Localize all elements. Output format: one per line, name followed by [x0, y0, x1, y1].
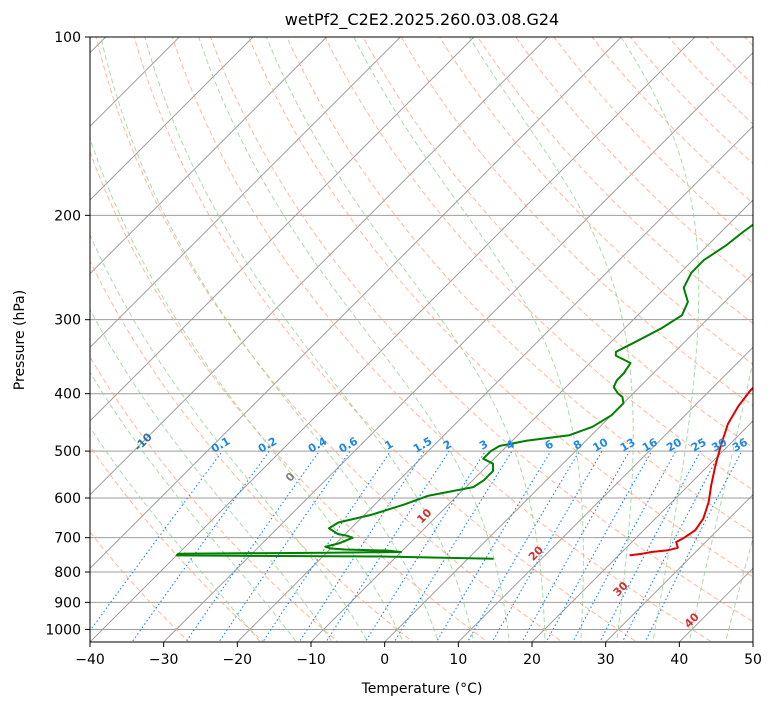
isotherm-line: [310, 199, 753, 642]
y-tick-label-1: 200: [54, 208, 81, 224]
x-tick-label-2: −20: [223, 652, 253, 668]
mixing-ratio-line-13: [545, 450, 653, 642]
dry-adiabat-line: [171, 37, 713, 642]
isotherm-line: [90, 37, 254, 201]
background-lines: [90, 37, 753, 642]
x-tick-label-5: 10: [449, 652, 467, 668]
mixing-ratio-line-4: [262, 450, 392, 642]
y-axis: 100 200 300 400 500 600 700 800 900 1000: [45, 30, 90, 638]
moist-adiabat-line: [100, 37, 440, 642]
dry-adiabat-line: [286, 37, 753, 534]
moist-adiabat-line: [90, 426, 261, 642]
isotherm-line: [383, 272, 753, 642]
y-tick-label-8: 900: [54, 595, 81, 611]
moist-adiabat-line: [725, 536, 753, 642]
x-tick-label-8: 40: [670, 652, 688, 668]
moist-adiabat-line: [90, 308, 333, 642]
isotherm-line: [604, 493, 753, 642]
dry-adiabat-line: [133, 37, 638, 642]
dry-adiabat-line: [90, 445, 265, 642]
dry-adiabat-line: [90, 259, 414, 642]
isotherm-line: [236, 125, 753, 642]
moist-adiabat-line: [90, 233, 369, 642]
dry-adiabat-line: [400, 37, 753, 407]
y-tick-label-6: 700: [54, 531, 81, 547]
dry-adiabat-line: [362, 37, 753, 449]
temperature-profile: [629, 386, 753, 557]
isotherm-line: [90, 37, 475, 422]
dry-adiabat-line: [248, 37, 753, 578]
y-tick-label-3: 400: [54, 387, 81, 403]
dry-adiabat-line: [324, 37, 753, 491]
isotherm-line: [162, 51, 753, 642]
x-tick-label-9: 50: [744, 652, 762, 668]
mixing-ratio-line-10: [466, 450, 580, 642]
mixing-ratio-line-5: [298, 450, 425, 642]
y-tick-label-5: 600: [54, 491, 81, 507]
isotherm-line: [90, 37, 696, 642]
dry-adiabat-line: [95, 37, 564, 642]
moist-adiabat-line: [688, 358, 753, 642]
isotherm-line: [457, 346, 753, 642]
y-tick-label-4: 500: [54, 444, 81, 460]
x-axis-title: Temperature (°C): [361, 681, 483, 697]
isotherm-line: [90, 37, 402, 349]
moist-adiabat-line: [90, 136, 404, 642]
mixing-ratio-line-11: [491, 450, 603, 642]
isotherm-line: [90, 37, 181, 128]
dry-adiabat-line: [209, 37, 753, 623]
chart-title: wetPf2_C2E2.2025.260.03.08.G24: [285, 10, 559, 30]
y-tick-label-9: 1000: [45, 622, 81, 638]
moist-adiabat-line: [265, 37, 546, 642]
y-tick-label-7: 800: [54, 565, 81, 581]
moist-adiabat-line: [144, 37, 475, 642]
mixing-ratio-line-15: [599, 450, 701, 642]
x-tick-label-4: 0: [380, 652, 389, 668]
moist-adiabat-line: [620, 37, 700, 642]
dewpoint-profile: [175, 223, 753, 560]
mixing-ratio-line-9: [435, 450, 552, 642]
isotherm-line: [90, 37, 328, 275]
isotherm-line: [90, 37, 623, 570]
moist-adiabat-line: [353, 37, 584, 642]
isotherm-line: [90, 37, 549, 496]
x-tick-label-0: −40: [75, 652, 105, 668]
x-tick-label-6: 20: [523, 652, 541, 668]
y-tick-label-2: 300: [54, 313, 81, 329]
mixing-ratio-line-6: [325, 450, 450, 642]
mixing-ratio-line-3: [218, 450, 351, 642]
mixing-ratio-line-14: [572, 450, 677, 642]
x-axis: −40 −30 −20 −10 0 10 20 30 40 50: [75, 642, 762, 668]
plot-frame: [89, 36, 754, 643]
dry-adiabat-line: [90, 531, 190, 642]
mixing-ratio-line-8: [393, 450, 513, 642]
moist-adiabat-line: [198, 37, 510, 642]
dry-adiabat-line: [90, 150, 489, 642]
y-axis-title: Pressure (hPa): [12, 290, 28, 390]
x-tick-label-1: −30: [149, 652, 179, 668]
profile-lines: [175, 223, 753, 560]
y-tick-label-0: 100: [54, 30, 81, 46]
mixing-ratio-line-7: [364, 450, 486, 642]
x-tick-label-7: 30: [597, 652, 615, 668]
moist-adiabat-line: [468, 37, 634, 642]
dry-adiabat-line: [90, 356, 340, 642]
x-tick-label-3: −10: [296, 652, 326, 668]
mixing-ratio-line-1: [131, 450, 270, 642]
moist-adiabat-line: [90, 371, 297, 642]
